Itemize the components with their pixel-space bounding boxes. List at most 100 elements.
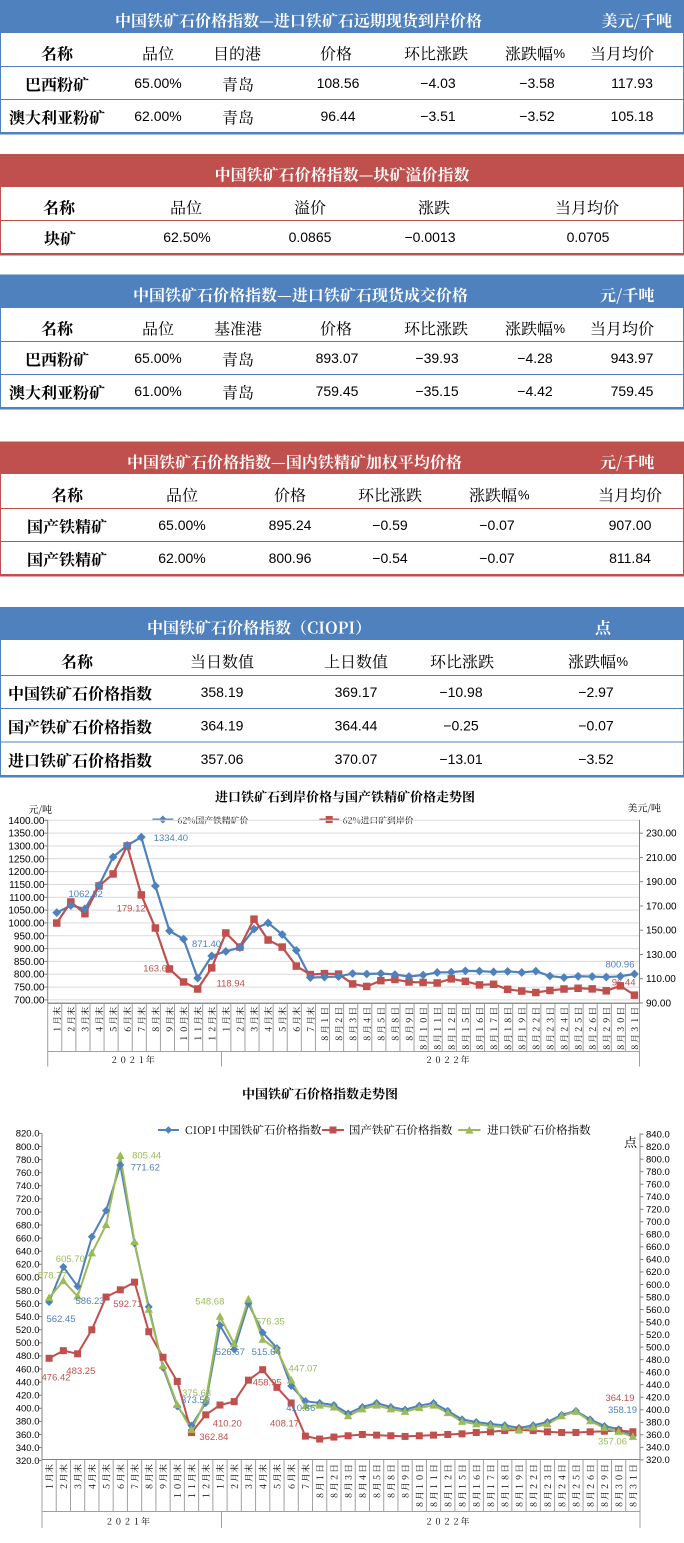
svg-text:943.97: 943.97 bbox=[611, 350, 654, 366]
svg-text:1200.00: 1200.00 bbox=[8, 867, 45, 878]
svg-text:1300.00: 1300.00 bbox=[8, 841, 45, 852]
svg-text:780.0: 780.0 bbox=[646, 1167, 670, 1178]
svg-text:400.0: 400.0 bbox=[646, 1405, 670, 1416]
svg-text:447.07: 447.07 bbox=[289, 1364, 318, 1375]
svg-text:150.00: 150.00 bbox=[646, 926, 677, 937]
svg-text:−4.03: −4.03 bbox=[420, 75, 456, 91]
svg-text:%: % bbox=[518, 488, 530, 503]
svg-text:358.19: 358.19 bbox=[608, 1405, 637, 1416]
svg-text:850.00: 850.00 bbox=[14, 957, 45, 968]
svg-text:480.0: 480.0 bbox=[646, 1355, 670, 1366]
svg-text:%: % bbox=[554, 46, 566, 61]
svg-text:600.0: 600.0 bbox=[646, 1280, 670, 1291]
svg-text:900.00: 900.00 bbox=[14, 944, 45, 955]
svg-text:373.59: 373.59 bbox=[181, 1395, 210, 1406]
svg-text:364.44: 364.44 bbox=[335, 718, 378, 734]
svg-text:400.0: 400.0 bbox=[16, 1404, 40, 1415]
svg-text:720.0: 720.0 bbox=[16, 1194, 40, 1205]
svg-text:62.00%: 62.00% bbox=[134, 108, 181, 124]
svg-text:759.45: 759.45 bbox=[611, 383, 654, 399]
svg-text:−2.97: −2.97 bbox=[578, 684, 614, 700]
svg-text:190.00: 190.00 bbox=[646, 877, 677, 888]
svg-text:640.0: 640.0 bbox=[16, 1247, 40, 1258]
svg-text:0.0705: 0.0705 bbox=[567, 229, 610, 245]
svg-text:515.64: 515.64 bbox=[252, 1347, 281, 1358]
svg-text:740.0: 740.0 bbox=[646, 1192, 670, 1203]
svg-text:750.00: 750.00 bbox=[14, 983, 45, 994]
svg-text:540.0: 540.0 bbox=[646, 1317, 670, 1328]
svg-text:420.0: 420.0 bbox=[16, 1391, 40, 1402]
svg-text:520.0: 520.0 bbox=[646, 1330, 670, 1341]
svg-text:560.0: 560.0 bbox=[16, 1299, 40, 1310]
svg-text:163.60: 163.60 bbox=[143, 964, 172, 975]
svg-text:660.0: 660.0 bbox=[646, 1242, 670, 1253]
svg-text:520.0: 520.0 bbox=[16, 1325, 40, 1336]
svg-text:96.44: 96.44 bbox=[612, 978, 636, 989]
svg-text:580.0: 580.0 bbox=[16, 1286, 40, 1297]
svg-text:1062.82: 1062.82 bbox=[69, 889, 103, 900]
svg-text:420.0: 420.0 bbox=[646, 1393, 670, 1404]
svg-text:61.00%: 61.00% bbox=[134, 383, 181, 399]
svg-text:605.70: 605.70 bbox=[56, 1254, 85, 1265]
svg-text:362.84: 362.84 bbox=[199, 1432, 228, 1443]
svg-text:−3.51: −3.51 bbox=[420, 108, 456, 124]
svg-text:375.63: 375.63 bbox=[182, 1388, 211, 1399]
svg-text:%: % bbox=[617, 654, 629, 669]
svg-text:586.23: 586.23 bbox=[76, 1296, 105, 1307]
svg-text:−3.52: −3.52 bbox=[519, 108, 555, 124]
svg-text:−3.52: −3.52 bbox=[578, 751, 614, 767]
svg-text:380.0: 380.0 bbox=[16, 1417, 40, 1428]
svg-text:−4.42: −4.42 bbox=[517, 383, 553, 399]
svg-text:105.18: 105.18 bbox=[611, 108, 654, 124]
svg-text:1000.00: 1000.00 bbox=[8, 918, 45, 929]
svg-text:840.0: 840.0 bbox=[646, 1129, 670, 1140]
svg-text:−35.15: −35.15 bbox=[415, 383, 458, 399]
svg-text:408.17: 408.17 bbox=[270, 1419, 299, 1430]
svg-text:805.44: 805.44 bbox=[132, 1151, 161, 1162]
svg-text:680.0: 680.0 bbox=[16, 1220, 40, 1231]
svg-text:230.00: 230.00 bbox=[646, 829, 677, 840]
svg-text:−0.59: −0.59 bbox=[372, 517, 408, 533]
svg-text:907.00: 907.00 bbox=[609, 517, 652, 533]
svg-text:700.0: 700.0 bbox=[16, 1207, 40, 1218]
svg-text:440.0: 440.0 bbox=[16, 1377, 40, 1388]
svg-text:−0.25: −0.25 bbox=[443, 718, 479, 734]
svg-text:871.40: 871.40 bbox=[192, 939, 221, 950]
svg-text:476.42: 476.42 bbox=[42, 1373, 71, 1384]
svg-text:780.0: 780.0 bbox=[16, 1155, 40, 1166]
svg-text:458.95: 458.95 bbox=[253, 1378, 282, 1389]
svg-text:357.06: 357.06 bbox=[201, 751, 244, 767]
svg-text:320.0: 320.0 bbox=[646, 1455, 670, 1466]
svg-text:620.0: 620.0 bbox=[646, 1267, 670, 1278]
svg-text:410.20: 410.20 bbox=[213, 1419, 242, 1430]
svg-text:820.0: 820.0 bbox=[646, 1142, 670, 1153]
svg-text:−10.98: −10.98 bbox=[439, 684, 482, 700]
svg-text:−0.0013: −0.0013 bbox=[405, 229, 456, 245]
svg-text:720.0: 720.0 bbox=[646, 1205, 670, 1216]
svg-text:117.93: 117.93 bbox=[611, 75, 653, 91]
svg-text:65.00%: 65.00% bbox=[134, 75, 181, 91]
svg-text:−13.01: −13.01 bbox=[439, 751, 482, 767]
svg-text:−3.58: −3.58 bbox=[519, 75, 555, 91]
svg-text:360.0: 360.0 bbox=[646, 1430, 670, 1441]
svg-text:660.0: 660.0 bbox=[16, 1233, 40, 1244]
svg-text:700.00: 700.00 bbox=[14, 995, 45, 1006]
svg-text:895.24: 895.24 bbox=[269, 517, 312, 533]
svg-text:800.0: 800.0 bbox=[646, 1154, 670, 1165]
svg-text:800.96: 800.96 bbox=[269, 550, 312, 566]
svg-text:210.00: 210.00 bbox=[646, 853, 677, 864]
svg-text:357.06: 357.06 bbox=[598, 1437, 627, 1448]
svg-text:−0.07: −0.07 bbox=[479, 517, 515, 533]
svg-text:108.56: 108.56 bbox=[317, 75, 360, 91]
svg-text:340.0: 340.0 bbox=[16, 1443, 40, 1454]
svg-text:620.0: 620.0 bbox=[16, 1260, 40, 1271]
svg-text:−0.54: −0.54 bbox=[372, 550, 408, 566]
svg-text:364.19: 364.19 bbox=[605, 1393, 634, 1404]
svg-text:800.0: 800.0 bbox=[16, 1142, 40, 1153]
svg-text:800.96: 800.96 bbox=[605, 960, 634, 971]
svg-text:540.0: 540.0 bbox=[16, 1312, 40, 1323]
svg-text:1400.00: 1400.00 bbox=[8, 816, 45, 827]
svg-text:1150.00: 1150.00 bbox=[9, 880, 45, 891]
svg-text:759.45: 759.45 bbox=[316, 383, 359, 399]
svg-text:−4.28: −4.28 bbox=[517, 350, 553, 366]
